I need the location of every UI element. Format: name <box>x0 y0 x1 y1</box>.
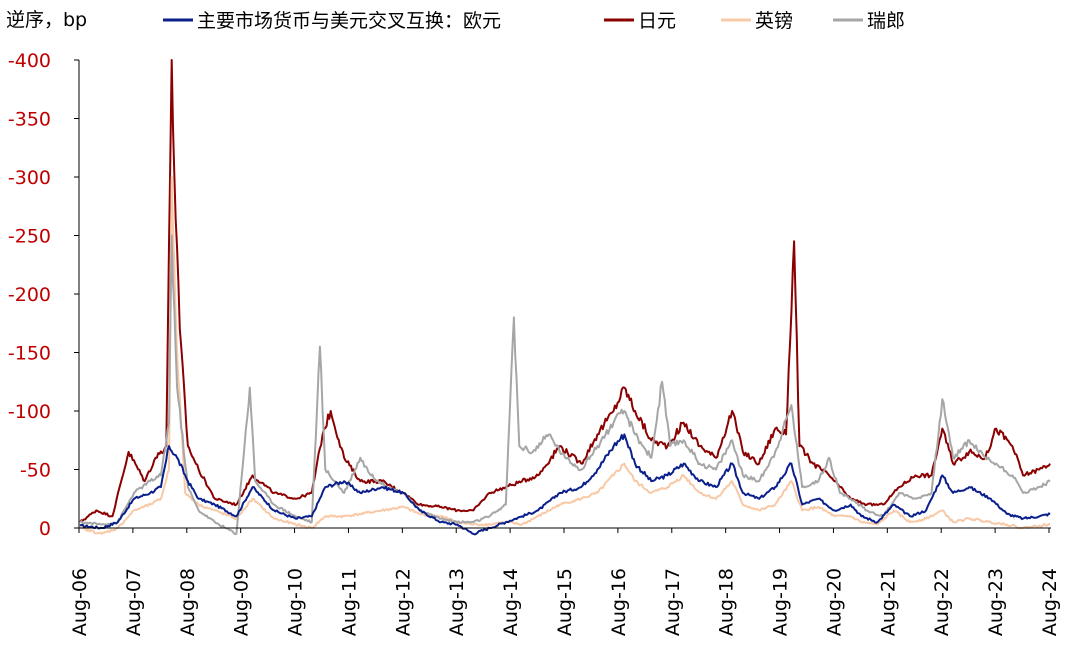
series-layer <box>79 59 1051 536</box>
x-tick-label: Aug-13 <box>446 568 468 636</box>
x-tick-label: Aug-22 <box>931 568 953 636</box>
legend-label: 英镑 <box>755 10 793 32</box>
x-tick-label: Aug-09 <box>231 568 253 636</box>
x-tick-label: Aug-17 <box>662 568 684 636</box>
x-tick-label: Aug-21 <box>877 568 899 636</box>
x-tick-label: Aug-16 <box>608 568 630 636</box>
legend-label: 瑞郎 <box>867 10 905 32</box>
y-tick-label: 0 <box>39 518 51 540</box>
x-tick-label: Aug-07 <box>123 568 145 636</box>
x-tick-label: Aug-12 <box>392 568 414 636</box>
series-line <box>79 59 1051 523</box>
x-tick-label: Aug-15 <box>554 568 576 636</box>
x-tick-label: Aug-24 <box>1039 568 1061 636</box>
legend: 主要市场货币与美元交叉互换：欧元 日元 英镑 瑞郎 <box>163 10 905 32</box>
legend-label: 主要市场货币与美元交叉互换：欧元 <box>197 10 501 32</box>
series-line <box>79 176 1051 535</box>
y-axis-label: 逆序，bp <box>6 9 87 31</box>
y-tick-label: -150 <box>8 343 51 365</box>
y-tick-label: -300 <box>8 167 51 189</box>
y-tick-label: -50 <box>20 460 51 482</box>
x-tick-label: Aug-14 <box>500 568 522 636</box>
x-tick-label: Aug-23 <box>985 568 1007 636</box>
x-tick-label: Aug-08 <box>177 568 199 636</box>
y-tick-label: -200 <box>8 284 51 306</box>
x-tick-label: Aug-20 <box>823 568 845 636</box>
legend-label: 日元 <box>638 10 676 32</box>
y-tick-label: -400 <box>8 50 51 72</box>
x-tick-label: Aug-06 <box>69 568 91 636</box>
x-tick-label: Aug-11 <box>338 568 360 636</box>
series-line <box>79 433 1051 536</box>
x-axis-ticks: Aug-06 Aug-07 Aug-08 Aug-09 Aug-10 Aug-11 Aug-… <box>69 528 1061 636</box>
series-line <box>79 234 1051 536</box>
x-tick-label: Aug-18 <box>716 568 738 636</box>
y-axis-ticks: -400 -350 -300 -250 -200 -150 -100 -50 0 <box>8 50 79 540</box>
y-tick-label: -100 <box>8 401 51 423</box>
x-tick-label: Aug-10 <box>285 568 307 636</box>
y-tick-label: -350 <box>8 109 51 131</box>
x-tick-label: Aug-19 <box>770 568 792 636</box>
y-tick-label: -250 <box>8 226 51 248</box>
